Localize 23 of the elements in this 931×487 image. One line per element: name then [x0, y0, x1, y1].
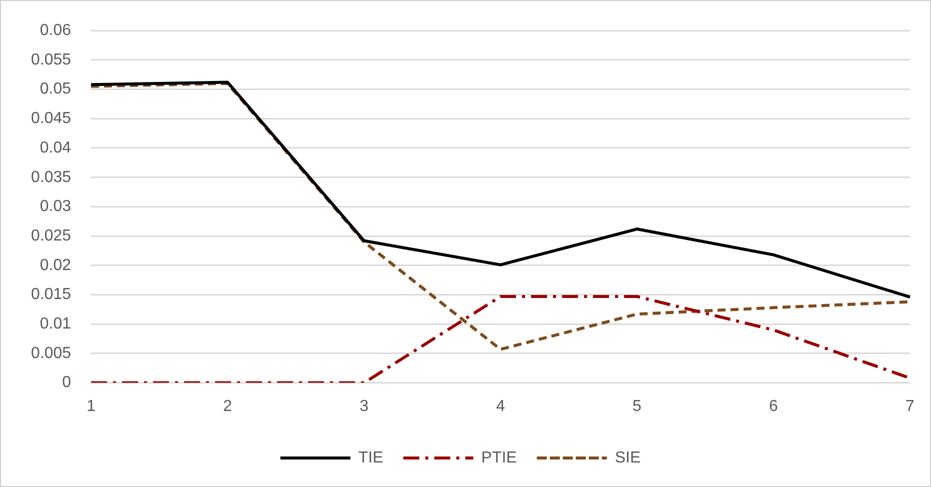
legend-label: TIE: [358, 449, 384, 466]
y-tick-label: 0.02: [40, 256, 72, 274]
y-tick-label: 0.035: [30, 168, 72, 186]
y-tick-label: 0.01: [40, 316, 72, 333]
y-tick-label: 0.025: [30, 227, 72, 244]
x-tick-label: 1: [86, 398, 96, 415]
legend-label: PTIE: [481, 449, 517, 466]
y-tick-label: 0.045: [30, 110, 72, 128]
legend-label: SIE: [614, 449, 641, 466]
y-tick-label: 0.015: [30, 286, 72, 304]
x-tick-label: 6: [769, 398, 778, 415]
x-tick-label: 4: [496, 398, 506, 415]
y-tick-label: 0.055: [30, 51, 72, 68]
y-tick-label: 0.005: [30, 344, 72, 362]
x-tick-label: 2: [223, 398, 232, 415]
x-tick-label: 3: [360, 398, 369, 415]
y-tick-label: 0.03: [40, 198, 72, 216]
x-tick-label: 5: [632, 398, 642, 415]
x-tick-label: 7: [906, 398, 915, 415]
y-tick-label: 0.05: [40, 80, 72, 98]
y-tick-label: 0.04: [40, 139, 72, 156]
y-tick-label: 0: [62, 374, 72, 392]
y-tick-label: 0.06: [40, 22, 72, 40]
